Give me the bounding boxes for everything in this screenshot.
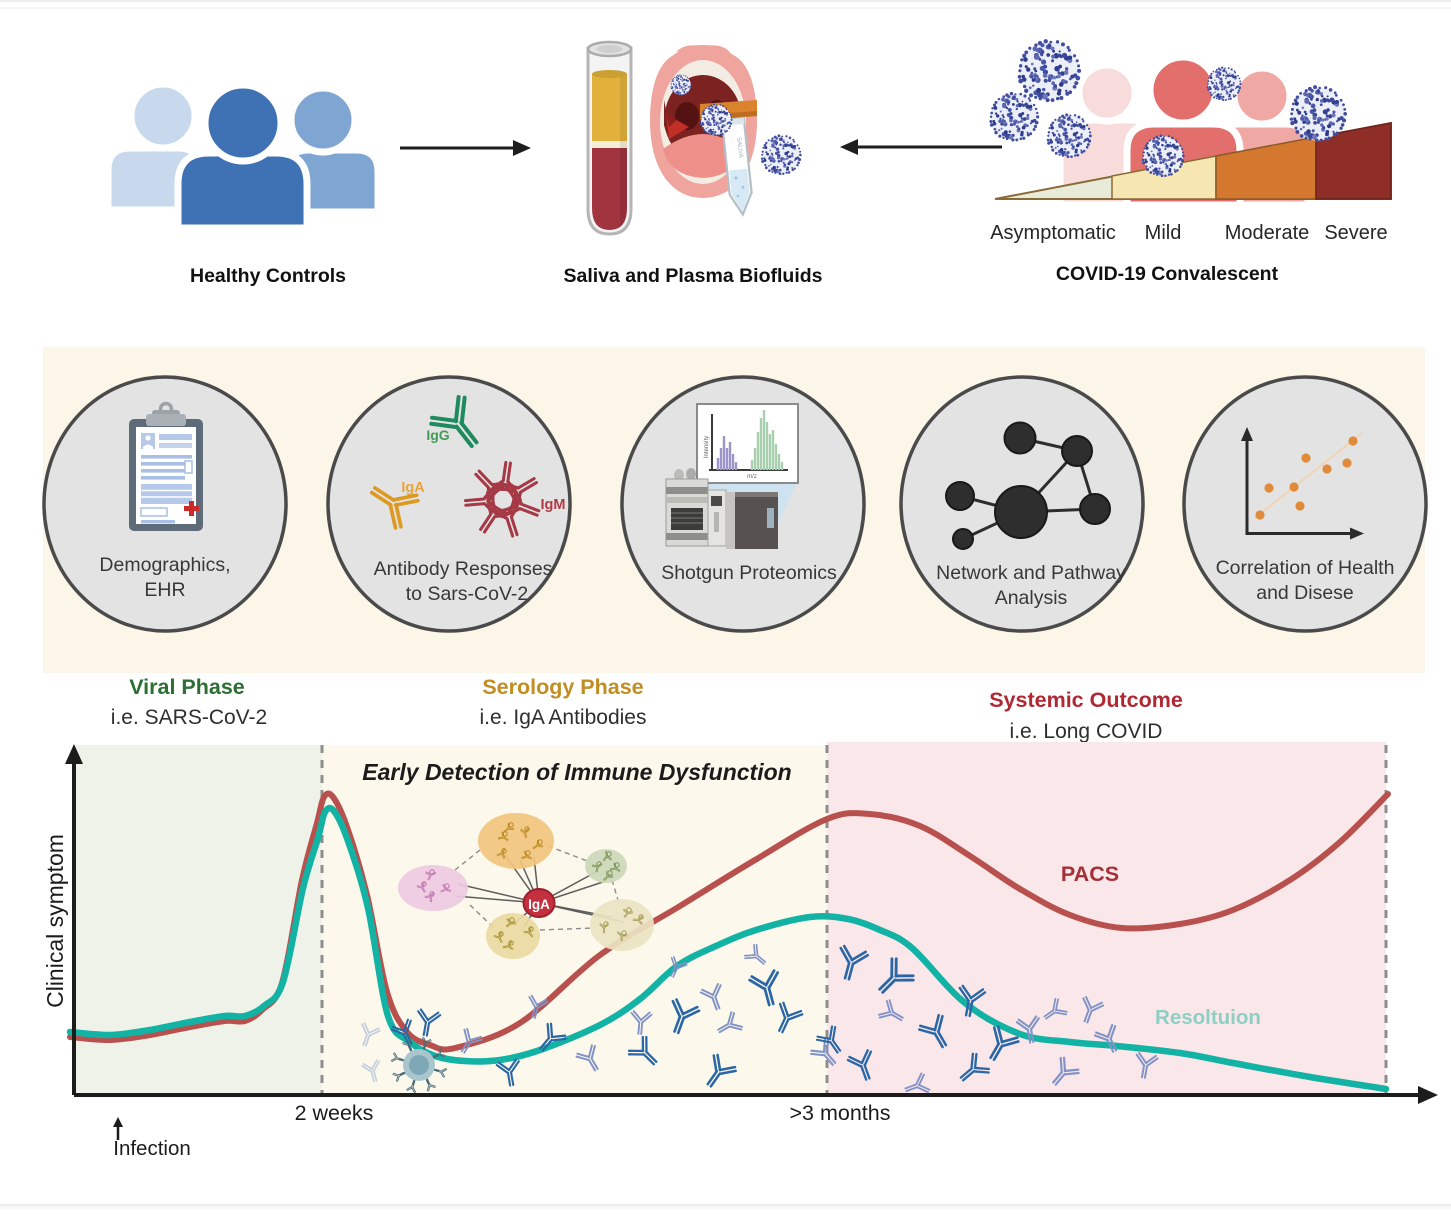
svg-text:Severe: Severe	[1324, 222, 1387, 244]
svg-text:Shotgun Proteomics: Shotgun Proteomics	[661, 562, 837, 584]
svg-text:i.e. SARS-CoV-2: i.e. SARS-CoV-2	[111, 706, 267, 729]
svg-text:Clinical symptom: Clinical symptom	[42, 834, 68, 1008]
svg-text:Saliva and Plasma Biofluids: Saliva and Plasma Biofluids	[563, 265, 822, 287]
svg-text:>3 months: >3 months	[790, 1101, 891, 1125]
svg-text:IgM: IgM	[541, 497, 566, 513]
svg-text:Viral Phase: Viral Phase	[129, 675, 245, 699]
svg-text:PACS: PACS	[1061, 862, 1119, 886]
svg-text:SALIVA: SALIVA	[735, 137, 743, 158]
svg-text:Infection: Infection	[113, 1137, 191, 1160]
svg-text:i.e. IgA Antibodies: i.e. IgA Antibodies	[480, 706, 647, 729]
svg-text:Antibody Responses: Antibody Responses	[374, 558, 553, 580]
svg-text:Healthy Controls: Healthy Controls	[190, 265, 346, 287]
svg-text:and Disese: and Disese	[1256, 582, 1354, 604]
svg-text:IgA: IgA	[528, 897, 550, 912]
svg-text:Moderate: Moderate	[1225, 222, 1310, 244]
svg-text:to Sars-CoV-2: to Sars-CoV-2	[406, 583, 528, 605]
svg-text:i.e. Long COVID: i.e. Long COVID	[1010, 720, 1163, 743]
svg-text:Systemic Outcome: Systemic Outcome	[989, 688, 1183, 712]
svg-text:m/z: m/z	[747, 474, 757, 480]
svg-text:Analysis: Analysis	[995, 587, 1068, 609]
svg-text:IgA: IgA	[401, 480, 425, 496]
svg-text:Early Detection of Immune Dysf: Early Detection of Immune Dysfunction	[362, 759, 791, 785]
svg-text:Serology Phase: Serology Phase	[482, 675, 643, 699]
svg-text:2 weeks: 2 weeks	[295, 1101, 374, 1125]
svg-text:EHR: EHR	[144, 579, 185, 601]
svg-text:Network and Pathway: Network and Pathway	[936, 562, 1126, 584]
svg-text:Demographics,: Demographics,	[99, 554, 230, 576]
svg-text:Correlation of Health: Correlation of Health	[1216, 557, 1395, 579]
svg-text:Asymptomatic: Asymptomatic	[990, 222, 1116, 244]
svg-text:Resoltuion: Resoltuion	[1155, 1006, 1261, 1029]
svg-text:Mild: Mild	[1145, 222, 1182, 244]
svg-text:Intensity: Intensity	[704, 436, 710, 458]
svg-text:IgG: IgG	[426, 427, 449, 443]
svg-text:COVID-19 Convalescent: COVID-19 Convalescent	[1056, 263, 1279, 285]
